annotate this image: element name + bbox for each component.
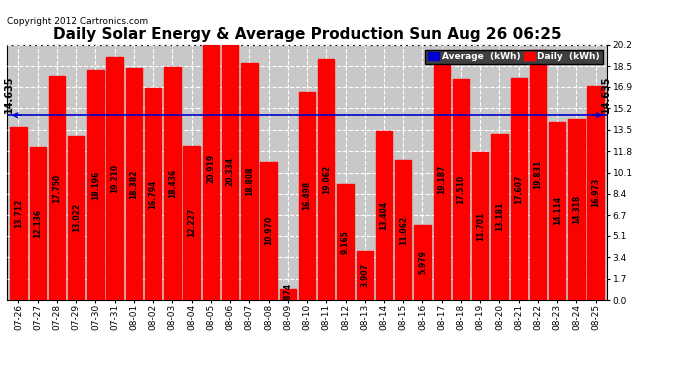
Text: 9.165: 9.165	[341, 230, 350, 254]
Bar	[453, 79, 469, 300]
Text: 3.907: 3.907	[360, 263, 369, 287]
Bar	[222, 43, 238, 300]
Bar	[30, 147, 46, 300]
Bar	[260, 162, 277, 300]
Text: 19.187: 19.187	[437, 164, 446, 194]
Bar	[87, 70, 104, 300]
Text: 14.114: 14.114	[553, 196, 562, 225]
Text: 19.831: 19.831	[533, 160, 542, 189]
Bar	[414, 225, 431, 300]
Bar	[299, 92, 315, 300]
Text: 14.318: 14.318	[572, 195, 581, 224]
Text: 13.022: 13.022	[72, 203, 81, 232]
Title: Daily Solar Energy & Average Production Sun Aug 26 06:25: Daily Solar Energy & Average Production …	[52, 27, 562, 42]
Bar	[472, 152, 489, 300]
Bar	[395, 160, 411, 300]
Text: 20.919: 20.919	[206, 153, 215, 183]
Text: 10.970: 10.970	[264, 216, 273, 245]
Text: 11.062: 11.062	[399, 216, 408, 245]
Text: 18.436: 18.436	[168, 169, 177, 198]
Bar	[164, 67, 181, 300]
Bar	[337, 184, 354, 300]
Text: 19.062: 19.062	[322, 165, 331, 194]
Text: 20.334: 20.334	[226, 157, 235, 186]
Text: 16.794: 16.794	[148, 179, 157, 209]
Text: 13.181: 13.181	[495, 202, 504, 231]
Bar	[145, 88, 161, 300]
Bar	[184, 146, 200, 300]
Text: 5.979: 5.979	[418, 251, 427, 274]
Text: 18.196: 18.196	[91, 171, 100, 200]
Text: 17.607: 17.607	[514, 174, 523, 204]
Text: 11.701: 11.701	[475, 211, 484, 241]
Text: 12.136: 12.136	[33, 209, 42, 238]
Text: 17.750: 17.750	[52, 173, 61, 202]
Bar	[357, 251, 373, 300]
Bar	[587, 86, 604, 300]
Text: 13.404: 13.404	[380, 201, 388, 230]
Bar	[549, 122, 565, 300]
Text: 18.382: 18.382	[130, 169, 139, 199]
Bar	[279, 289, 296, 300]
Bar	[491, 134, 508, 300]
Text: 19.210: 19.210	[110, 164, 119, 193]
Bar	[49, 76, 65, 300]
Bar	[10, 127, 27, 300]
Text: 14.635: 14.635	[3, 76, 13, 113]
Bar	[241, 63, 257, 300]
Bar	[376, 131, 392, 300]
Text: 12.227: 12.227	[187, 208, 196, 237]
Bar	[68, 136, 84, 300]
Bar	[106, 57, 123, 300]
Bar	[318, 59, 335, 300]
Bar	[569, 119, 584, 300]
Legend: Average  (kWh), Daily  (kWh): Average (kWh), Daily (kWh)	[425, 50, 602, 64]
Text: 0.874: 0.874	[284, 282, 293, 306]
Text: 16.498: 16.498	[302, 181, 312, 210]
Bar	[433, 58, 450, 300]
Bar	[530, 50, 546, 300]
Text: 17.510: 17.510	[457, 175, 466, 204]
Text: 14.635: 14.635	[601, 76, 611, 113]
Text: 18.808: 18.808	[245, 166, 254, 196]
Bar	[203, 36, 219, 300]
Text: Copyright 2012 Cartronics.com: Copyright 2012 Cartronics.com	[7, 17, 148, 26]
Bar	[511, 78, 527, 300]
Text: 13.712: 13.712	[14, 199, 23, 228]
Text: 16.973: 16.973	[591, 178, 600, 207]
Bar	[126, 68, 142, 300]
